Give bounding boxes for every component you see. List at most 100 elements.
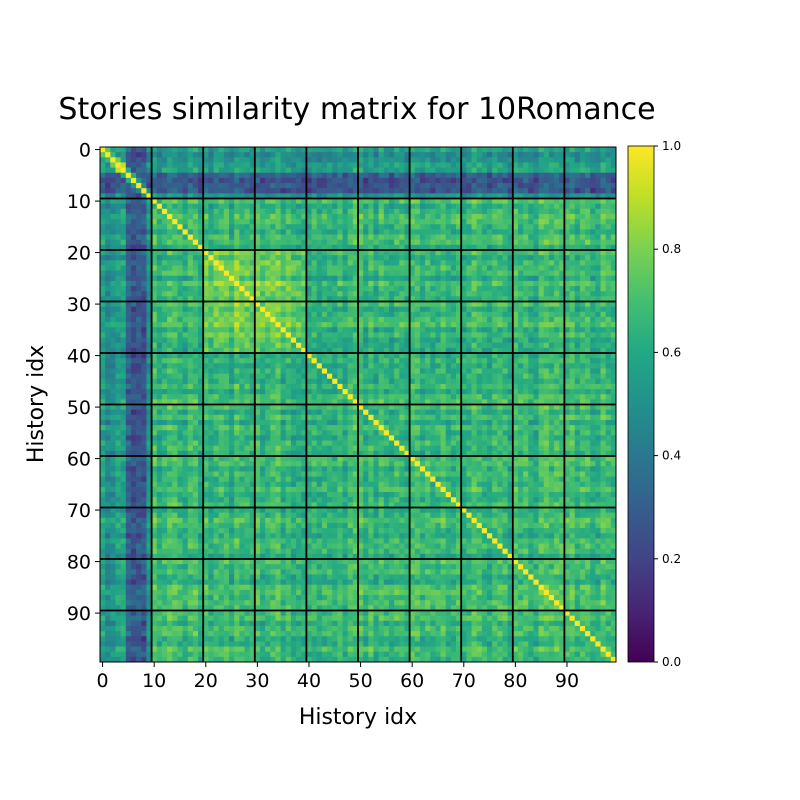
heatmap-cell (487, 255, 493, 261)
heatmap-cell (497, 275, 503, 282)
heatmap-cell (342, 383, 349, 390)
heatmap-cell (507, 358, 514, 364)
heatmap-cell (579, 208, 586, 215)
heatmap-cell (161, 244, 168, 251)
heatmap-cell (151, 203, 158, 210)
heatmap-cell (100, 157, 106, 163)
heatmap-cell (187, 188, 194, 194)
heatmap-cell (409, 183, 416, 189)
heatmap-cell (450, 316, 457, 323)
heatmap-cell (254, 291, 261, 297)
heatmap-cell (105, 167, 111, 174)
heatmap-cell (285, 203, 292, 210)
heatmap-cell (585, 342, 591, 349)
heatmap-cell (497, 213, 503, 220)
heatmap-cell (182, 383, 189, 390)
heatmap-cell (120, 244, 127, 251)
heatmap-cell (445, 188, 452, 194)
heatmap-cell (285, 219, 292, 225)
heatmap-cell (445, 280, 452, 287)
heatmap-cell (502, 162, 509, 168)
heatmap-cell (172, 322, 178, 328)
heatmap-cell (378, 280, 385, 287)
heatmap-cell (136, 342, 142, 349)
heatmap-cell (285, 147, 292, 153)
heatmap-cell (161, 198, 168, 205)
heatmap-cell (378, 188, 385, 194)
heatmap-cell (249, 250, 256, 256)
heatmap-cell (347, 394, 354, 400)
heatmap-cell (507, 198, 514, 205)
heatmap-cell (476, 389, 483, 395)
heatmap-cell (321, 157, 328, 163)
heatmap-cell (492, 213, 498, 220)
heatmap-cell (383, 394, 390, 400)
heatmap-cell (497, 327, 503, 333)
heatmap-cell (280, 347, 287, 354)
heatmap-cell (120, 219, 127, 225)
heatmap-cell (156, 244, 163, 251)
heatmap-cell (218, 347, 225, 354)
heatmap-cell (358, 358, 364, 364)
heatmap-cell (528, 342, 534, 349)
heatmap-cell (208, 162, 214, 168)
heatmap-cell (471, 147, 478, 153)
heatmap-cell (523, 203, 529, 210)
heatmap-cell (523, 399, 529, 405)
heatmap-cell (543, 296, 550, 302)
heatmap-cell (569, 147, 576, 153)
heatmap-cell (130, 394, 137, 400)
heatmap-cell (579, 147, 586, 153)
heatmap-cell (445, 363, 452, 369)
heatmap-cell (218, 239, 225, 246)
heatmap-cell (399, 399, 405, 405)
heatmap-cell (342, 198, 349, 205)
heatmap-cell (610, 172, 617, 179)
heatmap-cell (600, 368, 607, 374)
heatmap-cell (244, 224, 251, 230)
heatmap-cell (136, 208, 142, 215)
heatmap-cell (327, 219, 333, 225)
heatmap-cell (559, 255, 565, 261)
heatmap-cell (399, 378, 405, 385)
heatmap-cell (548, 358, 555, 364)
heatmap-cell (425, 342, 431, 349)
heatmap-cell (125, 239, 132, 246)
heatmap-cell (125, 193, 132, 199)
heatmap-cell (425, 327, 431, 333)
heatmap-cell (492, 208, 498, 215)
heatmap-cell (585, 177, 591, 184)
heatmap-cell (404, 234, 410, 241)
heatmap-cell (110, 280, 116, 287)
heatmap-cell (559, 358, 565, 364)
heatmap-cell (585, 193, 591, 199)
heatmap-cell (512, 383, 519, 390)
heatmap-cell (167, 234, 173, 241)
heatmap-cell (311, 229, 318, 235)
heatmap-cell (105, 316, 111, 323)
heatmap-cell (105, 224, 111, 230)
heatmap-cell (399, 342, 405, 349)
heatmap-cell (481, 316, 488, 323)
heatmap-cell (167, 147, 173, 153)
heatmap-cell (208, 306, 214, 313)
heatmap-cell (254, 399, 261, 405)
heatmap-cell (254, 342, 261, 349)
heatmap-cell (456, 229, 462, 235)
heatmap-cell (259, 193, 266, 199)
heatmap-cell (167, 311, 173, 318)
heatmap-cell (435, 337, 441, 344)
heatmap-cell (254, 306, 261, 313)
heatmap-cell (358, 353, 364, 359)
heatmap-cell (507, 203, 514, 210)
heatmap-cell (440, 188, 447, 194)
heatmap-cell (332, 358, 338, 364)
heatmap-cell (481, 188, 488, 194)
heatmap-cell (502, 383, 509, 390)
heatmap-cell (502, 260, 509, 266)
heatmap-cell (327, 286, 333, 292)
heatmap-cell (419, 213, 426, 220)
heatmap-cell (528, 286, 534, 292)
heatmap-cell (569, 152, 576, 158)
heatmap-cell (394, 363, 400, 369)
